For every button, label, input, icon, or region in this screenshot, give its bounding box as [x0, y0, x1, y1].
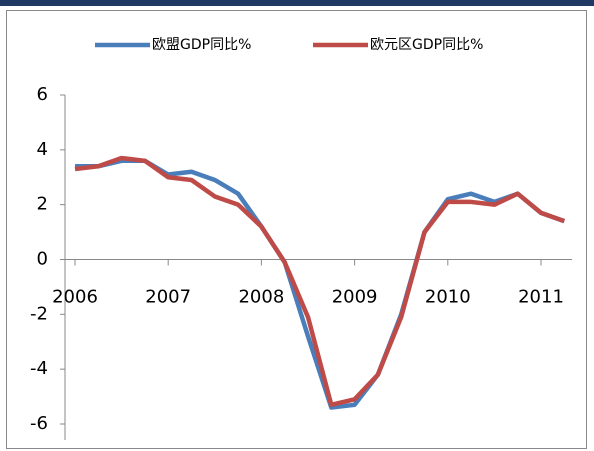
series-line	[74, 155, 566, 408]
x-tick-label: 2011	[518, 287, 564, 308]
x-tick-label: 2006	[52, 287, 98, 308]
y-tick-label: -4	[30, 358, 48, 379]
y-tick-label: 4	[37, 139, 48, 160]
x-tick-label: 2010	[425, 287, 471, 308]
top-bar	[0, 0, 594, 6]
frame	[6, 10, 587, 449]
x-tick-label: 2009	[332, 287, 378, 308]
y-tick-label: 0	[37, 249, 48, 270]
x-tick-label: 2008	[238, 287, 284, 308]
y-tick-label: -2	[30, 303, 48, 324]
legend-label: 欧盟GDP同比%	[152, 37, 251, 53]
y-tick-label: 6	[37, 84, 48, 105]
legend-label: 欧元区GDP同比%	[370, 37, 483, 53]
y-tick-label: -6	[30, 413, 48, 434]
series-line	[75, 158, 566, 410]
x-tick-label: 2007	[145, 287, 191, 308]
y-tick-label: 2	[37, 194, 48, 215]
